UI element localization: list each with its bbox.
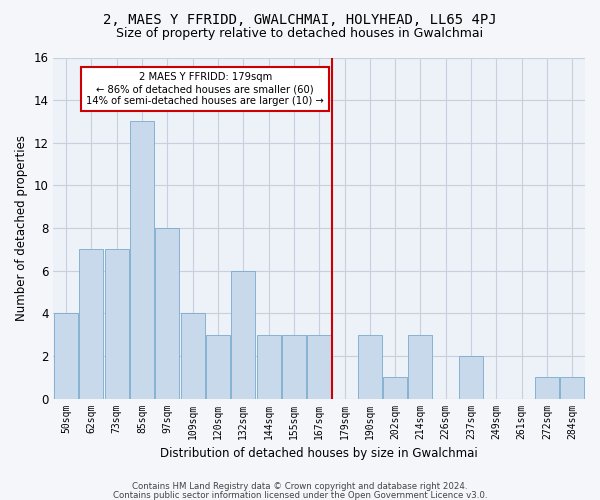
X-axis label: Distribution of detached houses by size in Gwalchmai: Distribution of detached houses by size …	[160, 447, 478, 460]
Bar	[155, 228, 179, 398]
Bar	[206, 334, 230, 398]
Bar	[54, 314, 78, 398]
Text: Contains HM Land Registry data © Crown copyright and database right 2024.: Contains HM Land Registry data © Crown c…	[132, 482, 468, 491]
Text: Size of property relative to detached houses in Gwalchmai: Size of property relative to detached ho…	[116, 28, 484, 40]
Text: 2, MAES Y FFRIDD, GWALCHMAI, HOLYHEAD, LL65 4PJ: 2, MAES Y FFRIDD, GWALCHMAI, HOLYHEAD, L…	[103, 12, 497, 26]
Bar	[282, 334, 306, 398]
Text: Contains public sector information licensed under the Open Government Licence v3: Contains public sector information licen…	[113, 490, 487, 500]
Text: 2 MAES Y FFRIDD: 179sqm
← 86% of detached houses are smaller (60)
14% of semi-de: 2 MAES Y FFRIDD: 179sqm ← 86% of detache…	[86, 72, 324, 106]
Bar	[257, 334, 281, 398]
Bar	[535, 377, 559, 398]
Bar	[231, 270, 255, 398]
Bar	[104, 250, 129, 398]
Bar	[560, 377, 584, 398]
Bar	[307, 334, 331, 398]
Bar	[459, 356, 483, 399]
Y-axis label: Number of detached properties: Number of detached properties	[15, 135, 28, 321]
Bar	[181, 314, 205, 398]
Bar	[409, 334, 433, 398]
Bar	[130, 122, 154, 398]
Bar	[383, 377, 407, 398]
Bar	[358, 334, 382, 398]
Bar	[79, 250, 103, 398]
